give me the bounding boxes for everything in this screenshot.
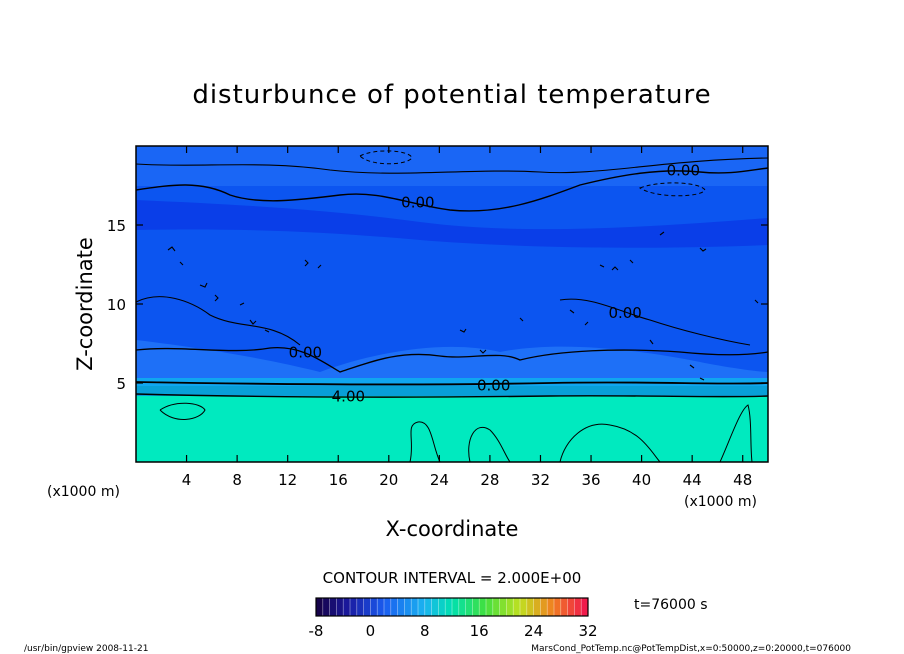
colorbar-swatch xyxy=(520,598,528,616)
colorbar-tick-label: -8 xyxy=(309,622,324,640)
x-tick-label: 12 xyxy=(278,471,297,489)
colorbar-swatch xyxy=(404,598,412,616)
field-deep-band xyxy=(136,200,768,248)
contour-label: 4.00 xyxy=(332,388,365,406)
field-boundary-band xyxy=(136,386,768,398)
colorbar-swatch xyxy=(350,598,358,616)
colorbar-swatch xyxy=(506,598,514,616)
colorbar-swatch xyxy=(526,598,534,616)
colorbar-swatch xyxy=(370,598,378,616)
colorbar-swatch xyxy=(431,598,439,616)
x-tick-label: 8 xyxy=(232,471,242,489)
colorbar-swatch xyxy=(445,598,453,616)
colorbar-swatch xyxy=(458,598,466,616)
contour-label-group: 0.00 0.00 0.00 0.00 0.00 4.00 xyxy=(289,162,700,406)
x-tick-label: 40 xyxy=(632,471,651,489)
colorbar-swatch xyxy=(574,598,582,616)
colorbar-swatch xyxy=(397,598,405,616)
colorbar-swatch xyxy=(356,598,364,616)
x-tick-label: 16 xyxy=(329,471,348,489)
contour-line-dashed xyxy=(359,150,706,197)
colorbar-swatch xyxy=(479,598,487,616)
colorbar-tick-label: 0 xyxy=(366,622,376,640)
contour-label: 0.00 xyxy=(667,162,700,180)
colorbar-tick-label: 24 xyxy=(524,622,543,640)
colorbar-swatch xyxy=(438,598,446,616)
z-axis: 5 10 15 xyxy=(107,217,768,393)
colorbar-tick-label: 8 xyxy=(420,622,430,640)
footer-right: MarsCond_PotTemp.nc@PotTempDist,x=0:5000… xyxy=(531,644,851,654)
colorbar-swatch xyxy=(336,598,344,616)
colorbar-swatch xyxy=(322,598,330,616)
colorbar-swatch xyxy=(411,598,419,616)
x-tick-label: 28 xyxy=(480,471,499,489)
colorbar-swatch xyxy=(547,598,555,616)
colorbar-swatch xyxy=(492,598,500,616)
colorbar-frame xyxy=(315,597,589,617)
colorbar-swatch xyxy=(452,598,460,616)
contour-line xyxy=(136,296,751,346)
colorbar-swatch xyxy=(329,598,337,616)
colorbar-swatch xyxy=(343,598,351,616)
x-tick-label: 44 xyxy=(683,471,702,489)
x-tick-label: 24 xyxy=(430,471,449,489)
colorbar-tick-label: 16 xyxy=(470,622,489,640)
x-tick-label: 4 xyxy=(182,471,192,489)
colorbar-swatch xyxy=(316,598,324,616)
colorbar-ticks: -8 0 8 16 24 32 xyxy=(309,622,598,640)
contour-label: 0.00 xyxy=(401,193,434,211)
colorbar-swatch xyxy=(377,598,385,616)
z-tick-label: 10 xyxy=(107,296,126,314)
colorbar-swatch xyxy=(384,598,392,616)
y-axis-label: Z-coordinate xyxy=(73,237,97,371)
x-tick-label: 48 xyxy=(733,471,752,489)
colorbar-swatch xyxy=(390,598,398,616)
contour-field: 0.00 0.00 0.00 0.00 0.00 4.00 xyxy=(136,146,768,462)
time-label: t=76000 s xyxy=(634,597,708,613)
colorbar-tick-label: 32 xyxy=(578,622,597,640)
contour-line xyxy=(136,393,768,398)
z-tick-label: 15 xyxy=(107,217,126,235)
colorbar-swatch xyxy=(554,598,562,616)
contour-interval: CONTOUR INTERVAL = 2.000E+00 xyxy=(323,569,582,587)
colorbar-swatch xyxy=(418,598,426,616)
z-tick-label: 5 xyxy=(116,375,126,393)
colorbar-swatch xyxy=(465,598,473,616)
colorbar-swatch xyxy=(424,598,432,616)
contour-line xyxy=(136,346,768,373)
colorbar-swatch xyxy=(533,598,541,616)
colorbar-swatch xyxy=(581,598,589,616)
chart-title: disturbunce of potential temperature xyxy=(192,80,711,110)
contour-noise xyxy=(167,231,759,381)
x-tick-label: 20 xyxy=(379,471,398,489)
colorbar-swatch xyxy=(560,598,568,616)
footer-left: /usr/bin/gpview 2008-11-21 xyxy=(24,644,148,654)
colorbar-swatch xyxy=(513,598,521,616)
contour-label: 0.00 xyxy=(608,304,641,322)
x-axis: 4 8 12 16 20 24 28 32 36 40 44 48 xyxy=(182,146,752,489)
field-mid-band xyxy=(136,340,768,385)
colorbar-swatch xyxy=(363,598,371,616)
colorbar xyxy=(315,597,589,617)
x-unit-right: (x1000 m) xyxy=(684,494,757,510)
field-top-band xyxy=(136,146,768,186)
contour-line xyxy=(159,402,753,462)
field-lower-band xyxy=(136,396,768,462)
x-axis-label: X-coordinate xyxy=(386,517,519,541)
contour-label: 0.00 xyxy=(289,343,322,361)
x-unit-left: (x1000 m) xyxy=(47,484,120,500)
colorbar-swatch xyxy=(540,598,548,616)
colorbar-swatch xyxy=(486,598,494,616)
colorbar-swatch xyxy=(472,598,480,616)
x-tick-label: 36 xyxy=(581,471,600,489)
contour-line xyxy=(136,157,768,174)
field-transition-band xyxy=(136,378,768,388)
contour-label: 0.00 xyxy=(477,377,510,395)
colorbar-swatch xyxy=(499,598,507,616)
contour-line xyxy=(136,381,768,386)
colorbar-swatch xyxy=(567,598,575,616)
x-tick-label: 32 xyxy=(531,471,550,489)
contour-line xyxy=(136,167,768,212)
